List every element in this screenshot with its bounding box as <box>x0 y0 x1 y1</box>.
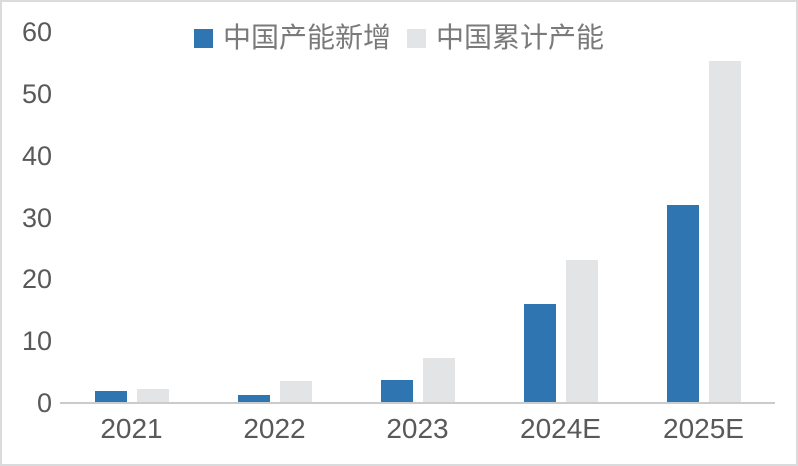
y-axis-tick-label: 40 <box>21 140 52 171</box>
bar-new-capacity-2023 <box>380 380 413 403</box>
bar-cumulative-capacity-2021 <box>136 388 169 403</box>
bar-cumulative-capacity-2024E <box>565 259 598 403</box>
legend-label-cumulative-capacity: 中国累计产能 <box>436 22 605 53</box>
bar-new-capacity-2025E <box>666 205 699 403</box>
y-axis-tick-label: 50 <box>21 78 52 109</box>
y-axis-tick-label: 0 <box>36 388 52 418</box>
bar-cumulative-capacity-2022 <box>279 381 312 403</box>
legend-item-new-capacity: 中国产能新增 <box>193 22 391 53</box>
legend-swatch-new-capacity <box>193 28 213 48</box>
legend-swatch-cumulative-capacity <box>407 28 426 48</box>
x-axis-label-2025E: 2025E <box>663 413 744 444</box>
bar-new-capacity-2022 <box>237 394 270 403</box>
legend-item-cumulative-capacity: 中国累计产能 <box>407 24 604 52</box>
x-axis-label-2024E: 2024E <box>520 413 601 444</box>
x-axis-label-2022: 2022 <box>243 413 306 444</box>
x-axis-line <box>60 402 775 404</box>
bar-cumulative-capacity-2025E <box>708 61 741 403</box>
y-axis-tick-label: 60 <box>21 17 52 47</box>
y-axis-tick-label: 30 <box>21 202 52 233</box>
x-axis-label-2021: 2021 <box>100 413 163 444</box>
y-axis-tick-label: 20 <box>21 264 52 295</box>
legend-label-new-capacity: 中国产能新增 <box>222 22 391 53</box>
x-axis-label-2023: 2023 <box>386 413 449 444</box>
chart-legend: 中国产能新增 中国累计产能 <box>2 24 796 52</box>
bar-new-capacity-2024E <box>523 304 556 403</box>
bar-new-capacity-2021 <box>94 390 127 403</box>
y-axis-tick-label: 10 <box>21 326 52 357</box>
bar-cumulative-capacity-2023 <box>422 358 455 403</box>
